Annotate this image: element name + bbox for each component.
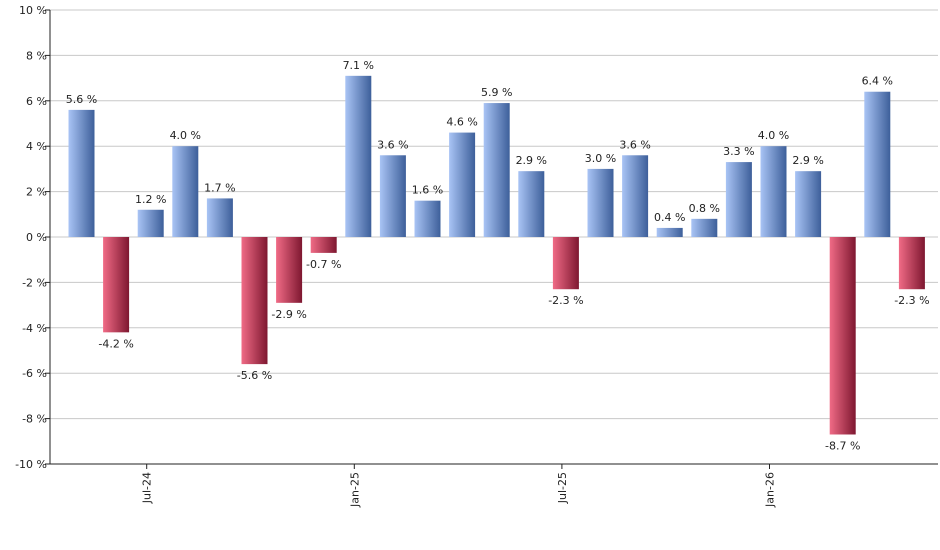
bar-positive bbox=[864, 91, 891, 237]
axes bbox=[49, 10, 938, 465]
bar-positive bbox=[518, 171, 545, 237]
bar-value-label: 1.6 % bbox=[412, 184, 443, 197]
bar-value-label: 3.6 % bbox=[619, 138, 650, 151]
bar-value-label: 1.2 % bbox=[135, 193, 166, 206]
y-tick-label: 10 % bbox=[19, 4, 47, 17]
bar-negative bbox=[276, 237, 303, 303]
bar-value-label: 4.0 % bbox=[758, 129, 789, 142]
bars bbox=[68, 75, 925, 435]
bar-value-label: 3.3 % bbox=[723, 145, 754, 158]
bar-negative bbox=[552, 237, 579, 290]
y-axis-tick-labels: -10 % -8 % -6 % -4 % -2 % 0 % 2 % 4 % 6 % 8 % 10 % bbox=[15, 4, 47, 471]
bar-negative bbox=[310, 237, 337, 253]
bar-value-label: -5.6 % bbox=[237, 369, 272, 382]
bar-positive bbox=[795, 171, 822, 237]
y-tick-label: 4 % bbox=[26, 140, 47, 153]
bar-value-label: -8.7 % bbox=[825, 439, 860, 452]
y-tick-label: 6 % bbox=[26, 95, 47, 108]
bar-value-label: 5.6 % bbox=[66, 93, 97, 106]
y-tick-label: 2 % bbox=[26, 186, 47, 199]
bar-value-label: 0.4 % bbox=[654, 211, 685, 224]
y-tick-label: -6 % bbox=[22, 367, 47, 380]
x-tick-label: Jan-26 bbox=[764, 472, 777, 508]
bar-value-label: 2.9 % bbox=[516, 154, 547, 167]
bar-value-label: 6.4 % bbox=[862, 75, 893, 88]
bar-value-label: 4.6 % bbox=[446, 116, 477, 129]
bar-positive bbox=[656, 227, 683, 237]
y-tick-label: -2 % bbox=[22, 276, 47, 289]
x-tick-label: Jul-24 bbox=[141, 472, 154, 504]
bar-value-label: 2.9 % bbox=[792, 154, 823, 167]
bar-negative bbox=[829, 237, 856, 435]
bar-positive bbox=[379, 155, 406, 237]
bar-negative bbox=[898, 237, 925, 290]
bar-positive bbox=[691, 218, 718, 237]
bar-positive bbox=[725, 162, 752, 237]
y-tick-label: 8 % bbox=[26, 49, 47, 62]
bar-positive bbox=[587, 168, 614, 237]
bar-value-label: 3.0 % bbox=[585, 152, 616, 165]
bar-positive bbox=[449, 132, 476, 237]
x-tick-label: Jan-25 bbox=[348, 472, 361, 508]
bar-positive bbox=[483, 103, 510, 237]
bar-negative bbox=[241, 237, 268, 365]
bar-positive bbox=[206, 198, 233, 237]
y-tick-label: -8 % bbox=[22, 413, 47, 426]
x-axis-tick-labels: Jul-24 Jan-25 Jul-25 Jan-26 bbox=[141, 464, 777, 508]
bar-negative bbox=[103, 237, 130, 333]
y-tick-label: 0 % bbox=[26, 231, 47, 244]
bar-value-label: 1.7 % bbox=[204, 181, 235, 194]
bar-positive bbox=[622, 155, 649, 237]
bar-value-label: 4.0 % bbox=[170, 129, 201, 142]
bar-positive bbox=[68, 109, 95, 237]
bar-value-label: 0.8 % bbox=[689, 202, 720, 215]
bar-value-label: -2.3 % bbox=[548, 294, 583, 307]
bar-value-label: 5.9 % bbox=[481, 86, 512, 99]
bar-value-label: -4.2 % bbox=[98, 337, 133, 350]
y-tick-label: -10 % bbox=[15, 458, 47, 471]
bar-positive bbox=[414, 200, 441, 237]
bar-positive bbox=[760, 146, 787, 237]
bar-value-label: -2.3 % bbox=[894, 294, 929, 307]
bar-positive bbox=[345, 75, 372, 237]
bar-value-labels: 5.6 % -4.2 % 1.2 % 4.0 % 1.7 % -5.6 % -2.9 % -0… bbox=[66, 59, 930, 453]
y-tick-label: -4 % bbox=[22, 322, 47, 335]
bar-value-label: 3.6 % bbox=[377, 138, 408, 151]
bar-value-label: -0.7 % bbox=[306, 258, 341, 271]
bar-positive bbox=[172, 146, 199, 237]
bar-value-label: -2.9 % bbox=[271, 308, 306, 321]
bar-positive bbox=[137, 209, 164, 237]
x-tick-label: Jul-25 bbox=[556, 472, 569, 504]
bar-value-label: 7.1 % bbox=[343, 59, 374, 72]
